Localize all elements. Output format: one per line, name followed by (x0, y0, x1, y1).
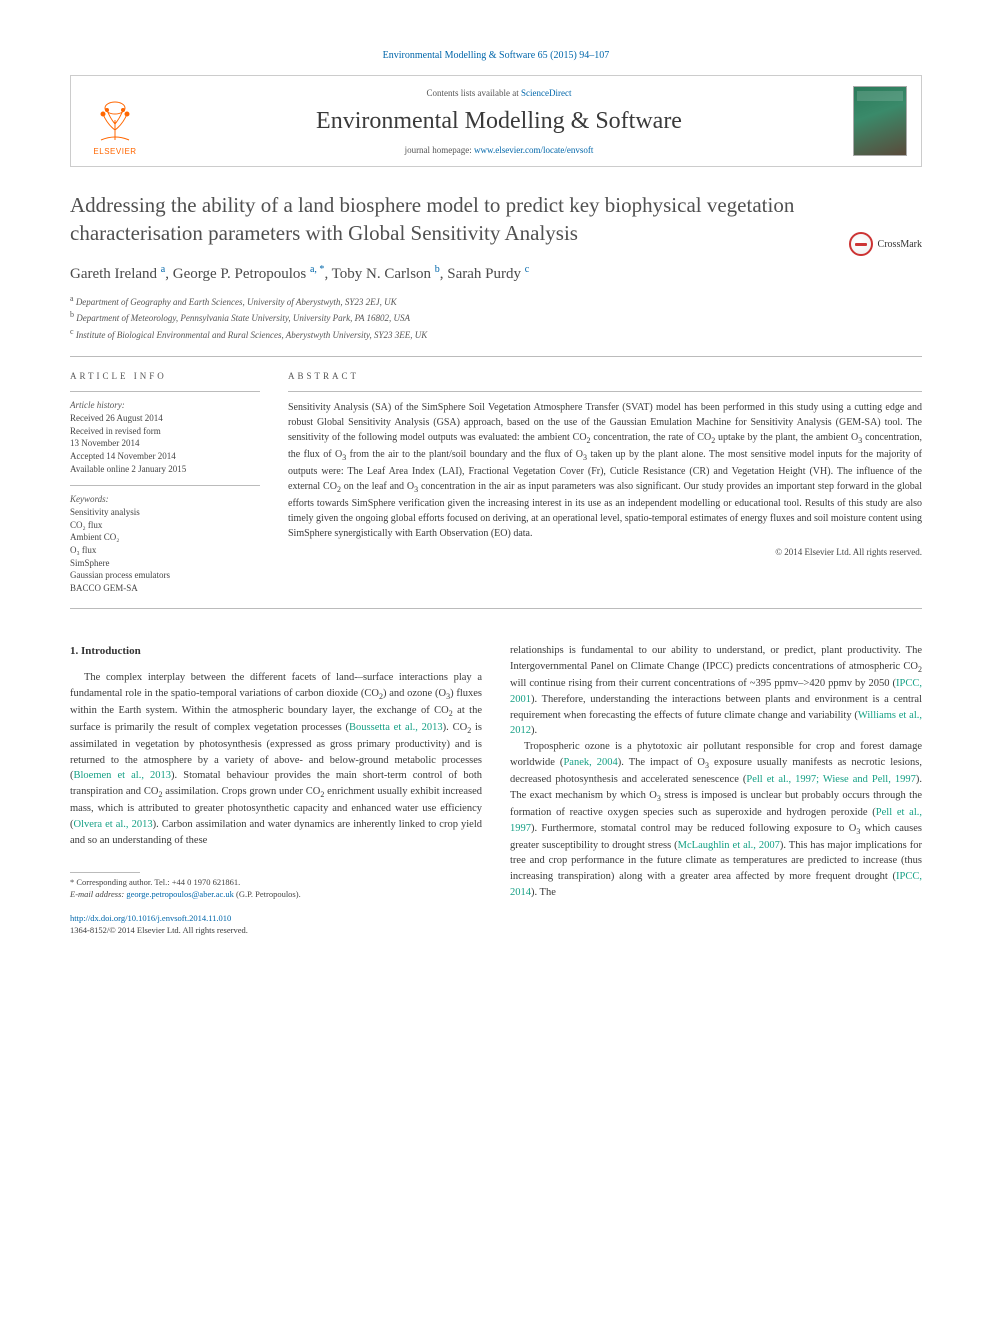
history-item: Available online 2 January 2015 (70, 463, 260, 476)
abstract-column: ABSTRACT Sensitivity Analysis (SA) of th… (288, 371, 922, 594)
article-info-column: ARTICLE INFO Article history: Received 2… (70, 371, 260, 594)
footnote-rule (70, 872, 140, 873)
homepage-line: journal homepage: www.elsevier.com/locat… (159, 145, 839, 155)
body-col1-p1: The complex interplay between the differ… (70, 670, 482, 849)
divider-top (70, 356, 922, 357)
crossmark-label: CrossMark (878, 239, 922, 250)
doi-link[interactable]: http://dx.doi.org/10.1016/j.envsoft.2014… (70, 913, 482, 925)
keyword-item: Ambient CO₂ (70, 531, 260, 544)
history-item: 13 November 2014 (70, 437, 260, 450)
affiliation-line: b Department of Meteorology, Pennsylvani… (70, 309, 922, 326)
keyword-item: Sensitivity analysis (70, 506, 260, 519)
email-link[interactable]: george.petropoulos@aber.ac.uk (126, 889, 234, 899)
contents-available-line: Contents lists available at ScienceDirec… (159, 88, 839, 98)
corresponding-author-block: * Corresponding author. Tel.: +44 0 1970… (70, 872, 482, 901)
info-abstract-row: ARTICLE INFO Article history: Received 2… (70, 371, 922, 594)
history-item: Accepted 14 November 2014 (70, 450, 260, 463)
header-citation: Environmental Modelling & Software 65 (2… (70, 50, 922, 61)
abstract-text: Sensitivity Analysis (SA) of the SimSphe… (288, 400, 922, 541)
history-item: Received in revised form (70, 425, 260, 438)
body-col-left: 1. Introduction The complex interplay be… (70, 643, 482, 937)
authors-line: Gareth Ireland a, George P. Petropoulos … (70, 264, 922, 283)
abstract-label: ABSTRACT (288, 371, 922, 381)
issn-copyright: 1364-8152/© 2014 Elsevier Ltd. All right… (70, 925, 482, 937)
keyword-item: SimSphere (70, 557, 260, 570)
divider-bottom (70, 608, 922, 609)
keyword-item: O₃ flux (70, 544, 260, 557)
history-label: Article history: (70, 400, 260, 410)
corresponding-author-line: * Corresponding author. Tel.: +44 0 1970… (70, 877, 482, 889)
body-col2-p1: relationships is fundamental to our abil… (510, 643, 922, 739)
keyword-item: Gaussian process emulators (70, 569, 260, 582)
journal-header-box: ELSEVIER Contents lists available at Sci… (70, 75, 922, 167)
keyword-item: CO₂ flux (70, 519, 260, 532)
keywords-label: Keywords: (70, 494, 260, 504)
email-suffix: (G.P. Petropoulos). (234, 889, 301, 899)
crossmark-badge[interactable]: CrossMark (849, 232, 922, 256)
elsevier-text: ELSEVIER (93, 147, 136, 156)
journal-title: Environmental Modelling & Software (159, 108, 839, 135)
abstract-copyright: © 2014 Elsevier Ltd. All rights reserved… (288, 547, 922, 557)
affiliation-line: c Institute of Biological Environmental … (70, 326, 922, 343)
abstract-divider (288, 391, 922, 392)
crossmark-icon (849, 232, 873, 256)
info-divider-2 (70, 485, 260, 486)
journal-cover-thumbnail (853, 86, 907, 156)
contents-prefix: Contents lists available at (427, 88, 521, 98)
email-label: E-mail address: (70, 889, 126, 899)
header-center: Contents lists available at ScienceDirec… (159, 88, 839, 155)
keyword-item: BACCO GEM-SA (70, 582, 260, 595)
body-columns: 1. Introduction The complex interplay be… (70, 643, 922, 937)
elsevier-logo: ELSEVIER (85, 86, 145, 156)
section-heading-intro: 1. Introduction (70, 643, 482, 660)
sciencedirect-link[interactable]: ScienceDirect (521, 88, 571, 98)
body-col2-p2: Tropospheric ozone is a phytotoxic air p… (510, 739, 922, 901)
elsevier-tree-icon (93, 100, 137, 144)
affiliation-line: a Department of Geography and Earth Scie… (70, 293, 922, 310)
homepage-prefix: journal homepage: (405, 145, 474, 155)
body-col-right: relationships is fundamental to our abil… (510, 643, 922, 937)
corresponding-email-line: E-mail address: george.petropoulos@aber.… (70, 889, 482, 901)
homepage-link[interactable]: www.elsevier.com/locate/envsoft (474, 145, 593, 155)
article-info-label: ARTICLE INFO (70, 371, 260, 381)
history-item: Received 26 August 2014 (70, 412, 260, 425)
doi-block: http://dx.doi.org/10.1016/j.envsoft.2014… (70, 913, 482, 937)
article-title: Addressing the ability of a land biosphe… (70, 191, 922, 248)
info-divider (70, 391, 260, 392)
affiliations: a Department of Geography and Earth Scie… (70, 293, 922, 343)
